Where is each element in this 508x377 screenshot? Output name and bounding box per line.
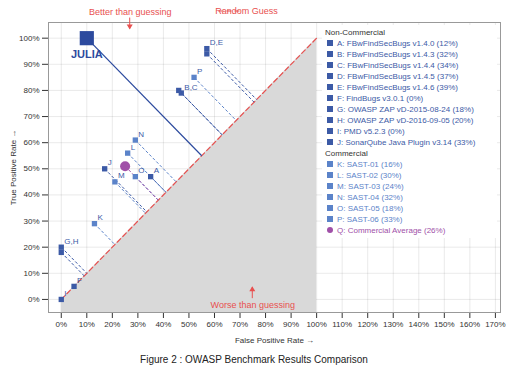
svg-text:90%: 90% <box>23 60 39 69</box>
svg-text:70%: 70% <box>23 112 39 121</box>
svg-text:170%: 170% <box>485 320 505 329</box>
svg-text:60%: 60% <box>206 320 222 329</box>
svg-text:70%: 70% <box>232 320 248 329</box>
svg-text:G,H: G,H <box>64 237 78 246</box>
svg-text:O: O <box>138 166 144 175</box>
svg-text:110%: 110% <box>332 320 352 329</box>
html-text:Q: Commercial Average (26%): Q: Commercial Average (26%) <box>337 226 446 235</box>
html-text:N: SAST-04 (32%): N: SAST-04 (32%) <box>337 193 403 202</box>
svg-text:L: L <box>131 143 136 152</box>
svg-text:120%: 120% <box>357 320 377 329</box>
html-text:O: SAST-05 (18%): O: SAST-05 (18%) <box>337 204 404 213</box>
svg-text:P: P <box>197 67 202 76</box>
html-text:B: FBwFindSecBugs v1.4.3 (32%): B: FBwFindSecBugs v1.4.3 (32%) <box>337 50 458 59</box>
html-text:L: SAST-02 (30%): L: SAST-02 (30%) <box>337 171 402 180</box>
svg-text:Random Guess: Random Guess <box>215 6 278 16</box>
svg-text:M: M <box>118 171 125 180</box>
svg-text:Worse than guessing: Worse than guessing <box>211 300 295 310</box>
svg-text:30%: 30% <box>130 320 146 329</box>
svg-text:80%: 80% <box>23 86 39 95</box>
svg-text:50%: 50% <box>23 164 39 173</box>
svg-text:I: I <box>64 289 66 298</box>
html-text:H: OWASP ZAP vD-2016-09-05 (20: H: OWASP ZAP vD-2016-09-05 (20%) <box>337 116 474 125</box>
svg-text:30%: 30% <box>23 217 39 226</box>
html-text:K: SAST-01 (16%): K: SAST-01 (16%) <box>337 160 403 169</box>
svg-text:100%: 100% <box>306 320 326 329</box>
svg-text:N: N <box>138 130 144 139</box>
svg-text:40%: 40% <box>23 190 39 199</box>
html-text:E: FBwFindSecBugs v1.4.6 (39%): E: FBwFindSecBugs v1.4.6 (39%) <box>337 83 458 92</box>
svg-text:F: F <box>77 276 82 285</box>
html-text:Non-Commercial: Non-Commercial <box>325 28 385 37</box>
svg-text:J: J <box>108 158 112 167</box>
svg-text:True Positive Rate →: True Positive Rate → <box>9 130 18 206</box>
svg-text:60%: 60% <box>23 138 39 147</box>
html-text:C: FBwFindSecBugs v1.4.4 (34%): C: FBwFindSecBugs v1.4.4 (34%) <box>337 61 459 70</box>
svg-text:20%: 20% <box>23 243 39 252</box>
html-text:G: OWASP ZAP vD-2015-08-24 (18: G: OWASP ZAP vD-2015-08-24 (18%) <box>337 105 474 114</box>
svg-text:140%: 140% <box>409 320 429 329</box>
html-text:F: FindBugs v3.0.1 (0%): F: FindBugs v3.0.1 (0%) <box>337 94 424 103</box>
svg-text:10%: 10% <box>23 269 39 278</box>
html-text:Figure 2 : OWASP Benchmark Res: Figure 2 : OWASP Benchmark Results Compa… <box>140 354 368 365</box>
svg-text:0%: 0% <box>28 295 40 304</box>
svg-text:A: A <box>154 166 160 175</box>
svg-text:Better than guessing: Better than guessing <box>89 7 172 17</box>
svg-text:100%: 100% <box>19 34 39 43</box>
svg-text:JULIA: JULIA <box>71 48 103 60</box>
html-text:Commercial: Commercial <box>325 149 368 158</box>
svg-text:40%: 40% <box>155 320 171 329</box>
html-text:D: FBwFindSecBugs v1.4.5 (37%): D: FBwFindSecBugs v1.4.5 (37%) <box>337 72 459 81</box>
html-text:P: SAST-06 (33%): P: SAST-06 (33%) <box>337 215 403 224</box>
svg-text:80%: 80% <box>258 320 274 329</box>
html-text:J: SonarQube Java Plugin v3.14: J: SonarQube Java Plugin v3.14 (33%) <box>337 138 476 147</box>
svg-text:150%: 150% <box>434 320 454 329</box>
svg-text:10%: 10% <box>79 320 95 329</box>
html-text:A: FBwFindSecBugs v1.4.0 (12%): A: FBwFindSecBugs v1.4.0 (12%) <box>337 39 458 48</box>
svg-text:0%: 0% <box>55 320 67 329</box>
svg-text:False Positive Rate →: False Positive Rate → <box>235 336 314 345</box>
svg-text:20%: 20% <box>104 320 120 329</box>
svg-text:50%: 50% <box>181 320 197 329</box>
svg-text:B,C: B,C <box>184 83 198 92</box>
svg-text:90%: 90% <box>283 320 299 329</box>
html-text:M: SAST-03 (24%): M: SAST-03 (24%) <box>337 182 404 191</box>
svg-text:160%: 160% <box>460 320 480 329</box>
svg-text:D,E: D,E <box>210 38 223 47</box>
svg-text:K: K <box>97 213 103 222</box>
html-text:I: PMD v5.2.3 (0%): I: PMD v5.2.3 (0%) <box>337 127 405 136</box>
svg-text:130%: 130% <box>383 320 403 329</box>
